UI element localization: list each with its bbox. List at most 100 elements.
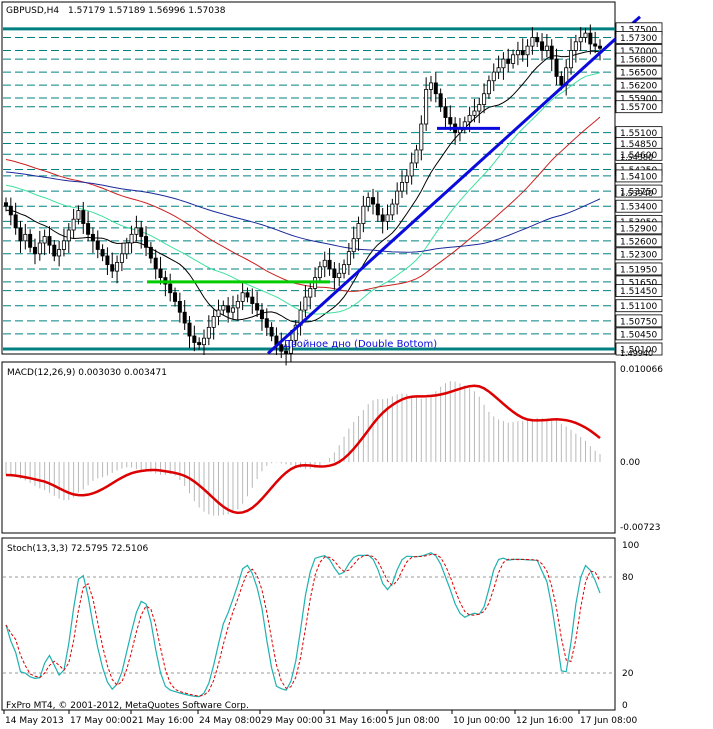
candle-body: [438, 93, 443, 108]
price-tag: [615, 327, 663, 341]
candle-body: [530, 37, 535, 47]
candle-body: [583, 32, 588, 38]
macd-tick: 0.00: [620, 458, 640, 468]
candle-body: [467, 114, 472, 123]
price-tag: [615, 234, 663, 248]
price-tag-label: 1.52300: [620, 250, 657, 260]
ma-green-line: [5, 72, 601, 315]
candle-body: [520, 50, 525, 56]
copyright-label: FxPro MT4, © 2001-2012, MetaQuotes Softw…: [6, 701, 249, 711]
macd-signal-line: [5, 384, 601, 515]
price-tag: [615, 199, 663, 213]
price-tag-label: 1.50100: [620, 346, 657, 356]
candle-body: [139, 227, 144, 237]
candle-body: [76, 210, 81, 220]
candle-body: [110, 264, 115, 272]
candle-body: [598, 45, 603, 49]
price-tag: [615, 78, 663, 92]
candle-body: [119, 253, 124, 263]
candle-body: [375, 203, 380, 216]
candle-body: [554, 58, 559, 77]
candle-body: [28, 233, 33, 248]
trend-line: [266, 15, 642, 355]
candle-body: [588, 32, 593, 45]
ma-blue-line: [5, 171, 601, 253]
candle-body: [428, 82, 433, 90]
candle-body: [346, 251, 351, 266]
candle-body: [549, 45, 554, 60]
candle-body: [47, 236, 52, 246]
candle-body: [419, 123, 424, 151]
candle-body: [81, 210, 86, 224]
candle-body: [216, 309, 221, 317]
candle-body: [356, 223, 361, 240]
candle-body: [173, 292, 178, 302]
candle-body: [245, 292, 250, 298]
candle-body: [279, 344, 284, 352]
candle-body: [269, 326, 274, 337]
candle-body: [573, 41, 578, 51]
candle-body: [264, 318, 269, 328]
x-tick-label: 10 Jun 00:00: [453, 716, 510, 726]
candle-body: [593, 43, 598, 47]
price-tag: [615, 65, 663, 79]
price-tag-label: 1.52900: [620, 224, 657, 234]
x-tick-label: 17 May 00:00: [70, 716, 132, 726]
price-tag-label: 1.55900: [620, 95, 657, 105]
candle-body: [259, 309, 264, 320]
candle-body: [404, 175, 409, 183]
x-tick-label: 14 May 2013: [5, 716, 64, 726]
stoch-tick: 80: [622, 573, 634, 583]
candle-body: [443, 106, 448, 118]
candle-body: [13, 214, 18, 229]
drawings: [147, 15, 642, 355]
candle-body: [42, 236, 47, 244]
price-tag: [615, 147, 663, 161]
candle-body: [192, 335, 197, 343]
candle-body: [230, 307, 235, 313]
candle-body: [134, 227, 139, 235]
x-tick-label: 29 May 00:00: [261, 716, 323, 726]
candle-body: [144, 236, 149, 248]
candle-body: [433, 82, 438, 95]
candles: [4, 24, 603, 366]
candle-body: [293, 324, 298, 341]
candle-body: [153, 257, 158, 270]
candle-body: [506, 58, 511, 64]
price-tag-label: 1.51450: [620, 287, 657, 297]
price-tag-label: 1.54100: [620, 172, 657, 182]
price-tag: [615, 314, 663, 328]
candle-body: [448, 117, 453, 125]
candle-body: [322, 259, 327, 268]
candle-body: [371, 197, 376, 205]
price-tag-label: 1.52600: [620, 237, 657, 247]
moving-averages: [5, 50, 601, 323]
price-tag: [615, 262, 663, 276]
macd-indicator: 0.010066 0.00 -0.00723: [5, 365, 663, 533]
price-tag: [615, 100, 663, 114]
price-tag-label: 1.57500: [620, 25, 657, 35]
price-tag-label: 1.50750: [620, 317, 657, 327]
candle-body: [177, 301, 182, 313]
candle-body: [71, 218, 76, 231]
price-tag: [615, 169, 663, 183]
candle-body: [100, 249, 105, 257]
candle-body: [559, 76, 564, 86]
price-tag-label: 1.56800: [620, 56, 657, 66]
candle-body: [250, 296, 255, 304]
price-tag-label: 1.56200: [620, 82, 657, 92]
candle-body: [61, 240, 66, 250]
price-tag: [615, 247, 663, 261]
candle-body: [148, 246, 153, 259]
price-tag-label: 1.57000: [620, 47, 657, 57]
stoch-tick: 0: [622, 701, 628, 711]
stoch-tick: 100: [622, 541, 639, 551]
candle-body: [511, 54, 516, 64]
price-tag-label: 1.50450: [620, 330, 657, 340]
candle-body: [399, 182, 404, 192]
price-tag-label: 1.53750: [620, 188, 657, 198]
candle-body: [129, 233, 134, 244]
candle-body: [168, 283, 173, 294]
price-tag-label: 1.51100: [620, 302, 657, 312]
small-price-label: 1.53940: [620, 189, 653, 198]
